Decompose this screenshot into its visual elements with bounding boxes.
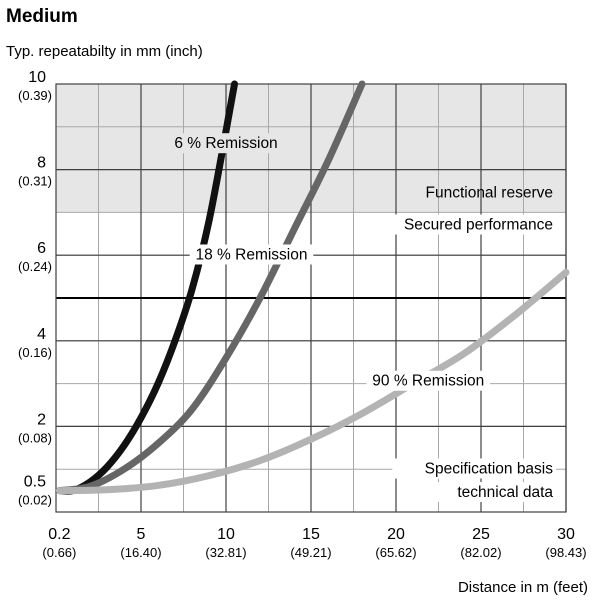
series-label-bg	[189, 244, 314, 265]
plot-area: 6 % Remission 18 % Remission 90 % Remissio…	[18, 69, 587, 560]
annotation-technical-data: technical data	[457, 484, 553, 501]
annotation-secured-performance: Secured performance	[404, 217, 553, 234]
x-tick-sublabel: (16.40)	[120, 545, 161, 560]
series-label-bg	[168, 133, 284, 154]
x-tick-sublabel: (49.21)	[290, 545, 331, 560]
series-label-3: 90 % Remission	[372, 373, 484, 390]
x-tick-sublabel: (82.02)	[460, 545, 501, 560]
y-tick-label: 4	[37, 326, 46, 343]
plot-border	[55, 83, 567, 513]
series-line-3	[55, 268, 570, 495]
y-tick-sublabel: (0.31)	[18, 174, 52, 189]
y-axis-title: Typ. repeatabilty in mm (inch)	[6, 43, 203, 60]
annotation-technical-data-bg	[433, 482, 556, 503]
series-label-1: 6 % Remission	[174, 135, 277, 152]
x-tick-sublabel: (32.81)	[205, 545, 246, 560]
chart-title: Medium	[6, 6, 78, 27]
annotation-specification-basis: Specification basis	[425, 460, 554, 477]
x-tick-label: 10	[217, 526, 235, 543]
annotation-specification-basis-bg	[392, 458, 556, 479]
x-tick-label: 15	[302, 526, 320, 543]
y-tick-label: 10	[28, 69, 46, 86]
y-tick-label: 2	[37, 411, 46, 428]
series-label-2: 18 % Remission	[196, 246, 308, 263]
x-tick-label: 20	[387, 526, 405, 543]
x-tick-label: 5	[137, 526, 146, 543]
x-tick-sublabel: (98.43)	[545, 545, 586, 560]
y-tick-label: 0.5	[24, 474, 46, 491]
y-tick-sublabel: (0.24)	[18, 259, 52, 274]
x-tick-sublabel: (0.66)	[42, 545, 76, 560]
x-axis-title: Distance in m (feet)	[458, 579, 588, 596]
y-tick-sublabel: (0.39)	[18, 88, 52, 103]
series-label-bg	[366, 370, 491, 391]
y-tick-label: 6	[37, 240, 46, 257]
y-tick-sublabel: (0.16)	[18, 345, 52, 360]
y-tick-sublabel: (0.02)	[18, 493, 52, 508]
series-group	[55, 80, 570, 495]
annotation-secured-performance-bg	[392, 214, 556, 235]
series-line-2	[55, 80, 366, 495]
x-tick-sublabel: (65.62)	[375, 545, 416, 560]
y-tick-sublabel: (0.08)	[18, 430, 52, 445]
x-tick-label: 0.2	[48, 526, 70, 543]
series-line-1	[55, 80, 238, 495]
x-tick-label: 30	[557, 526, 575, 543]
y-tick-label: 8	[37, 155, 46, 172]
region-label: Functional reserve	[425, 184, 553, 201]
x-tick-label: 25	[472, 526, 490, 543]
